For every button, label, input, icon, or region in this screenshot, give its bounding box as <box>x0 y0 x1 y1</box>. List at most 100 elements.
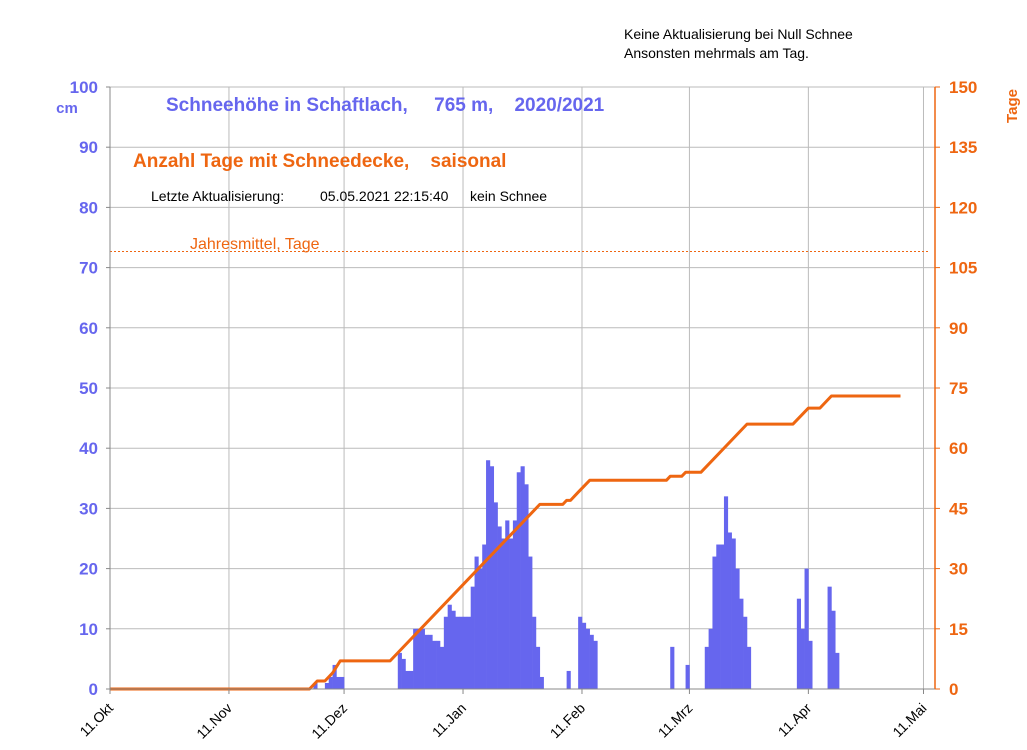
snow-depth-bar <box>524 484 529 689</box>
snow-depth-bar <box>827 586 832 689</box>
snow-depth-bar <box>704 646 709 689</box>
snow-depth-bar <box>727 532 732 689</box>
snow-depth-bar <box>528 556 533 689</box>
left-tick-label: 80 <box>79 198 98 217</box>
snow-depth-bar <box>581 622 587 689</box>
snow-depth-bar <box>486 460 491 689</box>
snow-depth-bar <box>539 676 544 689</box>
x-tick-label: 11.Mrz <box>655 700 696 741</box>
snow-depth-bar <box>482 544 487 689</box>
snow-depth-bar <box>808 640 813 689</box>
snow-depth-bar <box>532 616 537 689</box>
snow-depth-bar <box>505 520 510 689</box>
snow-depth-bar <box>416 628 422 689</box>
snow-depth-bar <box>440 646 445 689</box>
update-label: Letzte Aktualisierung: <box>151 188 284 204</box>
x-tick-label: 11.Feb <box>547 700 589 742</box>
right-tick-label: 60 <box>949 439 968 458</box>
note-line-1: Keine Aktualisierung bei Null Schnee <box>624 26 853 42</box>
snow-depth-bar <box>455 616 460 689</box>
left-tick-label: 90 <box>79 138 98 157</box>
right-tick-label: 0 <box>949 680 958 699</box>
snow-depth-bar <box>397 652 402 689</box>
snow-depth-bar <box>432 640 437 689</box>
left-tick-label: 70 <box>79 259 98 278</box>
snow-depth-bar <box>685 664 690 689</box>
left-tick-label: 50 <box>79 379 98 398</box>
snow-depth-bars <box>313 460 840 689</box>
snow-depth-bar <box>723 496 729 689</box>
snow-depth-bar <box>501 538 506 689</box>
right-tick-label: 105 <box>949 259 977 278</box>
right-tick-label: 45 <box>949 499 968 518</box>
snow-depth-bar <box>708 628 713 689</box>
left-axis-label: cm <box>56 100 78 117</box>
mean-line-label: Jahresmittel, Tage <box>190 236 320 253</box>
right-axis-ticks: 0 15 30 45 60 75 90 105 120 135 150 <box>935 78 977 699</box>
snow-depth-bar <box>478 568 483 689</box>
snow-depth-bar <box>436 640 441 689</box>
right-axis-label: Tage <box>1004 89 1021 123</box>
snow-depth-bar <box>731 538 736 689</box>
snow-depth-bar <box>835 652 840 689</box>
left-axis-ticks: 0 10 20 30 40 50 60 70 80 90 100 <box>70 78 110 699</box>
snow-depth-bar <box>409 670 414 689</box>
chart-subtitle: Anzahl Tage mit Schneedecke, saisonal <box>133 151 506 172</box>
snow-depth-bar <box>463 616 468 689</box>
snow-depth-bar <box>466 616 471 689</box>
update-status: kein Schnee <box>470 188 547 204</box>
snow-depth-bar <box>328 676 333 689</box>
left-tick-label: 10 <box>79 620 98 639</box>
snow-depth-bar <box>593 640 598 689</box>
snow-depth-bar <box>405 670 410 689</box>
snow-depth-bar <box>451 610 456 689</box>
snow-depth-bar <box>589 634 594 689</box>
snow-depth-bar <box>443 616 448 689</box>
snow-depth-bar <box>670 646 675 689</box>
note-line-2: Ansonsten mehrmals am Tag. <box>624 45 809 61</box>
right-tick-label: 150 <box>949 78 977 97</box>
snow-depth-bar <box>578 616 583 689</box>
snow-depth-bar <box>424 634 429 689</box>
chart-title: Schneehöhe in Schaftlach, 765 m, 2020/20… <box>166 95 605 116</box>
snow-depth-bar <box>516 472 521 689</box>
snow-depth-bar <box>420 628 425 689</box>
left-tick-label: 60 <box>79 319 98 338</box>
snow-depth-bar <box>520 466 525 689</box>
snow-depth-bar <box>804 568 809 689</box>
left-tick-label: 20 <box>79 560 98 579</box>
snow-depth-bar <box>716 544 721 689</box>
snow-depth-bar <box>474 556 479 689</box>
left-tick-label: 0 <box>89 680 98 699</box>
snow-depth-bar <box>336 676 341 689</box>
snow-depth-bar <box>447 604 452 689</box>
x-axis-ticks: 11.Okt 11.Nov 11.Dez 11.Jan 11.Feb 11.Mrz 11.A… <box>76 689 930 742</box>
x-tick-label: 11.Okt <box>76 700 116 740</box>
snow-depth-bar <box>512 520 518 689</box>
snow-depth-bar <box>796 598 801 689</box>
snow-depth-bar <box>735 568 740 689</box>
snow-depth-bar <box>401 658 406 689</box>
snow-depth-bar <box>459 616 464 689</box>
left-tick-label: 30 <box>79 499 98 518</box>
right-tick-label: 135 <box>949 138 977 157</box>
left-tick-label: 100 <box>70 78 98 97</box>
snow-depth-bar <box>720 544 725 689</box>
left-tick-label: 40 <box>79 439 98 458</box>
right-tick-label: 30 <box>949 560 968 579</box>
snow-depth-bar <box>428 634 433 689</box>
snow-depth-bar <box>535 646 541 689</box>
snow-depth-bar <box>739 598 744 689</box>
x-tick-label: 11.Mai <box>889 700 929 740</box>
x-tick-label: 11.Dez <box>308 700 350 742</box>
snow-depth-bar <box>493 502 498 689</box>
right-tick-label: 90 <box>949 319 968 338</box>
snow-depth-bar <box>746 646 752 689</box>
snow-depth-bar <box>566 670 571 689</box>
right-tick-label: 120 <box>949 198 977 217</box>
x-tick-label: 11.Jan <box>429 700 469 740</box>
snow-depth-bar <box>470 586 475 689</box>
snow-depth-bar <box>712 556 717 689</box>
snow-depth-bar <box>313 682 318 689</box>
